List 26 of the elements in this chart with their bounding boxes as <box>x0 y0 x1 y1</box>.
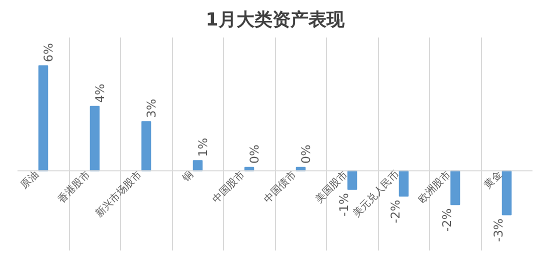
data-label: -3% <box>492 218 506 242</box>
x-tick-label: 原油 <box>18 168 41 192</box>
bar <box>347 170 358 190</box>
chart-title: 1月大类资产表现 <box>206 10 346 30</box>
bar <box>90 106 100 172</box>
data-label: -1% <box>337 193 352 216</box>
data-label: 6% <box>41 43 56 62</box>
bar <box>450 170 460 206</box>
x-tick-label: 黄金 <box>482 168 504 192</box>
x-tick-label: 欧洲股市 <box>416 168 453 206</box>
x-tick-label: 铜 <box>180 169 196 185</box>
data-label: 0% <box>247 144 262 164</box>
bar <box>141 121 152 172</box>
bar <box>398 170 409 197</box>
x-tick-label: 中国股市 <box>210 168 247 206</box>
bar <box>502 170 512 216</box>
bar <box>38 65 48 172</box>
data-label: -2% <box>440 208 454 232</box>
data-label: 4% <box>92 84 107 103</box>
data-label: -2% <box>388 200 403 224</box>
data-label: 3% <box>144 98 158 118</box>
data-label: 1% <box>196 138 210 157</box>
x-tick-label: 香港股市 <box>56 168 92 206</box>
x-tick-label: 中国债市 <box>262 168 298 206</box>
data-label: 0% <box>298 144 313 164</box>
x-tick-label: 新兴市场股市 <box>93 168 144 220</box>
